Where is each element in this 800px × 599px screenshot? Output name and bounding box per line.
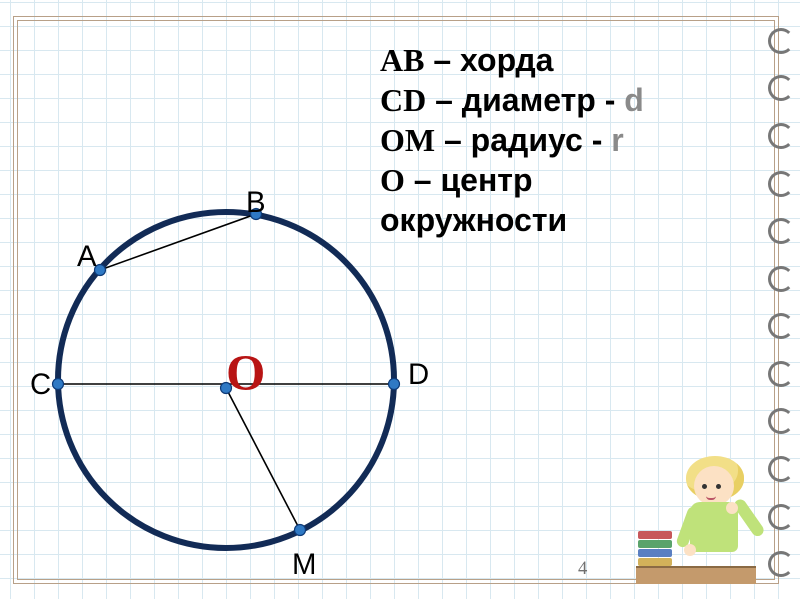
- page-number: 4: [578, 558, 587, 580]
- point-label-D: D: [408, 358, 429, 392]
- point-label-M: M: [292, 548, 316, 582]
- child-illustration: [636, 454, 756, 584]
- point-label-B: B: [246, 186, 266, 220]
- point-label-C: C: [30, 368, 51, 402]
- center-label-O: O: [226, 344, 265, 402]
- point-label-A: A: [77, 240, 97, 274]
